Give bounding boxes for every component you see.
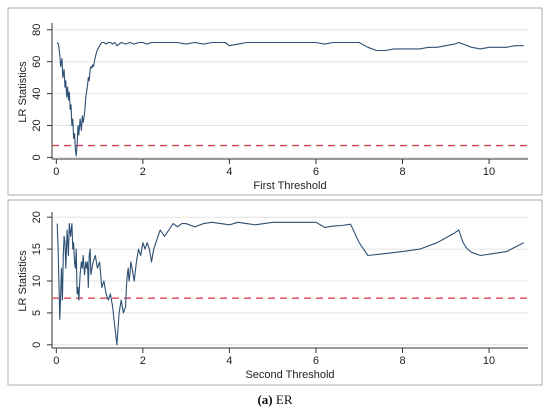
x-tick-label: 10: [483, 166, 495, 178]
figure-caption: (a) ER: [0, 392, 550, 408]
panel-first-threshold: 0 20 40 60 80 0 2 4 6 8 10 First Threshold LR Statis…: [7, 7, 543, 196]
y-tick-label: 10: [31, 275, 43, 287]
y-tick-label: 20: [31, 119, 43, 131]
x-axis-title: Second Threshold: [245, 369, 334, 381]
panel-second-threshold: 0 5 10 15 20 0 2 4 6 8 10 Second Threshold LR Statis…: [7, 199, 543, 386]
x-tick-label: 0: [53, 355, 59, 367]
caption-label: (a): [257, 392, 273, 407]
y-tick-label: 0: [31, 342, 43, 348]
panel-frame: [7, 199, 543, 386]
y-axis-title: LR Statistics: [17, 250, 29, 312]
y-tick-label: 0: [31, 154, 43, 160]
y-tick-label: 15: [31, 243, 43, 255]
y-tick-label: 60: [31, 56, 43, 68]
x-tick-label: 0: [53, 166, 59, 178]
caption-text: ER: [275, 392, 293, 407]
x-tick-label: 10: [483, 355, 495, 367]
y-tick-label: 20: [31, 211, 43, 223]
x-tick-label: 4: [226, 355, 232, 367]
x-tick-label: 6: [313, 355, 319, 367]
x-tick-label: 2: [140, 166, 146, 178]
lr-statistic-series-line: [56, 221, 524, 346]
y-tick-label: 5: [31, 310, 43, 316]
x-tick-label: 6: [313, 166, 319, 178]
x-tick-label: 8: [399, 166, 405, 178]
x-tick-label: 8: [399, 355, 405, 367]
panel-frame: [7, 7, 543, 196]
x-axis-title: First Threshold: [253, 180, 326, 192]
y-axis-title: LR Statistics: [17, 61, 29, 123]
x-tick-label: 4: [226, 166, 232, 178]
y-tick-label: 40: [31, 87, 43, 99]
x-tick-label: 2: [140, 355, 146, 367]
lr-statistic-series-line: [56, 41, 524, 157]
y-tick-label: 80: [31, 24, 43, 36]
